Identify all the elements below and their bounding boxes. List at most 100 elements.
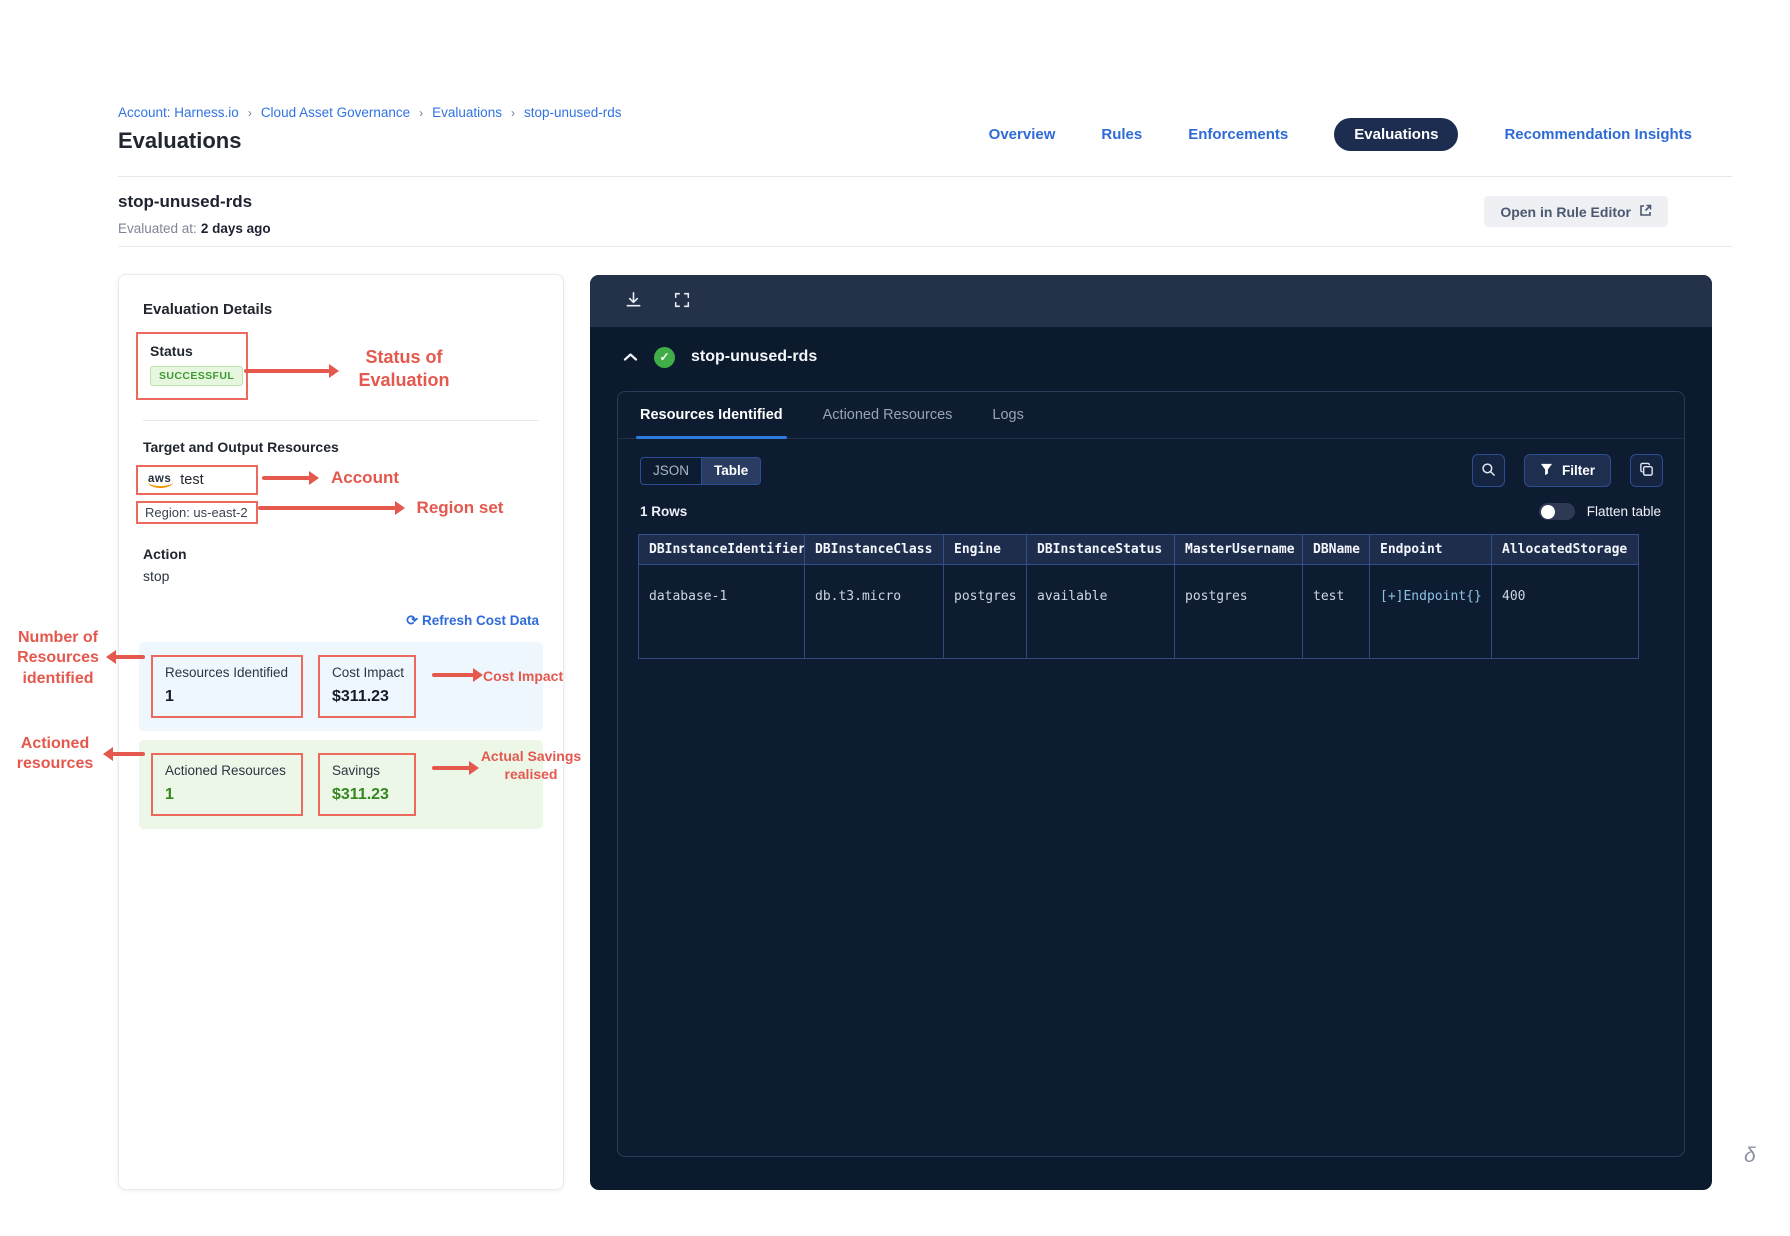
page-title: Evaluations [118, 128, 242, 153]
evaluated-at-label: Evaluated at: [118, 221, 197, 236]
viewer-toolbar [590, 275, 1712, 327]
breadcrumb-governance[interactable]: Cloud Asset Governance [260, 105, 411, 120]
resources-table: DBInstanceIdentifier DBInstanceClass Eng… [638, 534, 1639, 659]
cell-dbinstancestatus: available [1026, 564, 1175, 659]
annotation-actioned-resources: Actioned resources [16, 735, 94, 773]
cost-impact-box: Cost Impact $311.23 [318, 655, 416, 718]
viewer-tabs: Resources Identified Actioned Resources … [618, 392, 1684, 439]
refresh-cost-data-label: Refresh Cost Data [421, 613, 539, 628]
col-allocatedstorage: AllocatedStorage [1491, 534, 1639, 565]
cell-endpoint-expand[interactable]: [+]Endpoint{} [1369, 564, 1492, 659]
subheader-divider [118, 246, 1732, 247]
filter-label: Filter [1561, 463, 1595, 478]
chevron-right-icon: › [510, 105, 515, 120]
rows-summary-row: 1 Rows Flatten table [618, 487, 1684, 526]
filter-button[interactable]: Filter [1523, 454, 1611, 487]
resources-card: Resources Identified Actioned Resources … [617, 391, 1685, 1157]
fullscreen-button[interactable] [673, 291, 691, 312]
tab-actioned-resources[interactable]: Actioned Resources [822, 407, 953, 423]
chevron-right-icon: › [247, 105, 252, 120]
col-endpoint: Endpoint [1369, 534, 1492, 565]
evaluated-at: Evaluated at: 2 days ago [118, 221, 271, 236]
annotation-arrow-num-resources [106, 650, 145, 663]
copy-button[interactable] [1630, 454, 1663, 487]
stray-mark: δ [1744, 1144, 1756, 1167]
identified-metrics-panel: Resources Identified 1 Cost Impact $311.… [139, 642, 543, 731]
evaluation-details-card: Evaluation Details Status SUCCESSFUL Tar… [118, 274, 564, 1190]
annotation-cost-impact: Cost Impact [483, 668, 564, 684]
flatten-table-toggle[interactable] [1538, 503, 1575, 520]
actioned-metrics-panel: Actioned Resources 1 Savings $311.23 [139, 740, 543, 829]
actioned-resources-box: Actioned Resources 1 [151, 753, 303, 816]
card-divider [143, 420, 539, 421]
status-label: Status [150, 343, 193, 359]
resources-identified-value: 1 [165, 688, 174, 705]
evaluation-details-title: Evaluation Details [143, 301, 273, 318]
action-label: Action [143, 546, 187, 562]
viewer-controls: JSON Table Fi [618, 439, 1684, 487]
resources-identified-box: Resources Identified 1 [151, 655, 303, 718]
nav-rules[interactable]: Rules [1101, 126, 1143, 143]
status-annotation-box: Status SUCCESSFUL [136, 332, 248, 400]
col-dbinstanceidentifier: DBInstanceIdentifier [638, 534, 805, 565]
nav-evaluations[interactable]: Evaluations [1334, 118, 1459, 151]
tab-logs[interactable]: Logs [992, 407, 1024, 423]
table-header-row: DBInstanceIdentifier DBInstanceClass Eng… [638, 534, 1639, 565]
cell-dbinstanceidentifier: database-1 [638, 564, 805, 659]
cell-masterusername: postgres [1174, 564, 1303, 659]
view-table-button[interactable]: Table [701, 457, 761, 484]
col-engine: Engine [943, 534, 1027, 565]
target-output-title: Target and Output Resources [143, 439, 339, 455]
rows-count: 1 Rows [640, 504, 688, 519]
annotation-arrow-account [262, 471, 319, 484]
savings-value: $311.23 [332, 786, 389, 803]
toggle-knob [1540, 504, 1555, 519]
annotation-account: Account [331, 468, 399, 487]
savings-label: Savings [332, 763, 381, 778]
actioned-resources-label: Actioned Resources [165, 763, 286, 778]
copy-icon [1639, 462, 1654, 480]
refresh-icon: ⟳ [406, 612, 418, 628]
breadcrumb-account[interactable]: Account: Harness.io [118, 105, 239, 120]
annotation-number-of-resources: Number of Resources identified [17, 629, 99, 687]
nav-enforcements[interactable]: Enforcements [1188, 126, 1289, 143]
open-rule-editor-label: Open in Rule Editor [1500, 203, 1631, 220]
cell-engine: postgres [943, 564, 1027, 659]
account-name: test [180, 472, 204, 488]
top-nav: Overview Rules Enforcements Evaluations … [989, 118, 1692, 151]
annotation-actual-savings: Actual Savings realised [480, 748, 582, 782]
annotation-arrow-savings [432, 761, 479, 774]
rule-title: stop-unused-rds [118, 192, 253, 211]
search-button[interactable] [1471, 454, 1505, 487]
breadcrumb: Account: Harness.io › Cloud Asset Govern… [118, 105, 622, 120]
tab-resources-identified[interactable]: Resources Identified [636, 392, 787, 439]
collapse-button[interactable] [623, 352, 638, 362]
nav-overview[interactable]: Overview [988, 126, 1056, 143]
annotation-arrow-status [244, 364, 339, 377]
view-mode-toggle: JSON Table [640, 456, 762, 485]
region-annotation-box: Region: us-east-2 [136, 501, 258, 524]
nav-recommendation-insights[interactable]: Recommendation Insights [1504, 126, 1692, 143]
success-check-icon: ✓ [654, 346, 675, 368]
cost-impact-value: $311.23 [332, 688, 389, 705]
table-row: database-1 db.t3.micro postgres availabl… [638, 564, 1639, 659]
action-value: stop [143, 568, 170, 584]
view-json-button[interactable]: JSON [641, 458, 701, 484]
cell-dbinstanceclass: db.t3.micro [804, 564, 944, 659]
chevron-right-icon: › [419, 105, 424, 120]
actioned-resources-value: 1 [165, 786, 174, 803]
breadcrumb-evaluations[interactable]: Evaluations [432, 105, 502, 120]
col-dbinstanceclass: DBInstanceClass [804, 534, 944, 565]
breadcrumb-rule[interactable]: stop-unused-rds [523, 105, 622, 120]
refresh-cost-data-link[interactable]: ⟳ Refresh Cost Data [406, 612, 539, 628]
open-rule-editor-button[interactable]: Open in Rule Editor [1484, 196, 1668, 227]
chevron-up-icon [623, 352, 638, 362]
col-dbinstancestatus: DBInstanceStatus [1026, 534, 1175, 565]
annotation-arrow-cost-impact [432, 668, 483, 681]
download-icon [624, 290, 643, 312]
region-value: Region: us-east-2 [145, 505, 248, 520]
viewer-rule-name: stop-unused-rds [691, 348, 818, 365]
search-icon [1481, 462, 1496, 480]
download-button[interactable] [624, 290, 643, 312]
